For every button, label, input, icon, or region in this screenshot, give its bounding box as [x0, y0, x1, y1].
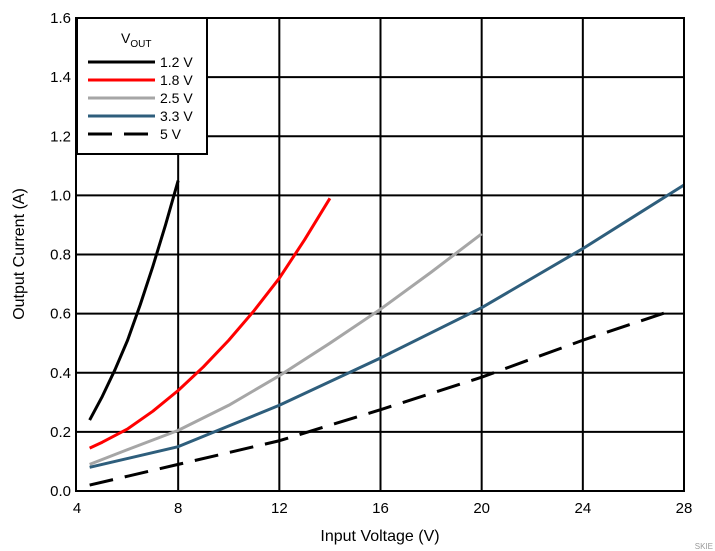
series-line-3-3-v — [89, 183, 685, 469]
y-tick-label: 0.2 — [50, 424, 71, 441]
legend-label: 1.8 V — [160, 72, 193, 88]
y-tick-label: 0.0 — [50, 483, 71, 500]
series-line-1-2-v — [88, 180, 180, 421]
y-axis-label: Output Current (A) — [11, 188, 28, 320]
tick-labels: 4 8 12 16 20 24 28 0.0 0.2 0.4 0.6 0.8 1.0 1.2 1.4 1.6 — [50, 10, 692, 517]
x-tick-label: 12 — [271, 500, 288, 517]
y-tick-label: 1.4 — [50, 69, 71, 86]
legend-label: 1.2 V — [160, 54, 193, 70]
legend-title-main: V — [121, 30, 131, 46]
series-line-2-5-v — [89, 232, 483, 466]
legend-title: VOUT — [121, 30, 151, 50]
legend: VOUT 1.2 V 1.8 V 2.5 V 3.3 V 5 V — [76, 17, 208, 155]
x-tick-label: 8 — [174, 500, 182, 517]
y-tick-label: 1.0 — [50, 187, 71, 204]
legend-entries: 1.2 V 1.8 V 2.5 V 3.3 V 5 V — [88, 54, 193, 142]
y-tick-label: 1.2 — [50, 128, 71, 145]
y-tick-label: 0.4 — [50, 365, 71, 382]
y-tick-label: 0.8 — [50, 247, 71, 264]
x-tick-label: 24 — [574, 500, 591, 517]
legend-label: 5 V — [160, 126, 182, 142]
x-tick-label: 28 — [676, 500, 693, 517]
series-line-1-8-v — [89, 197, 332, 450]
figure-code: SKIE — [695, 542, 713, 551]
series-line-5-v — [89, 309, 672, 487]
legend-label: 2.5 V — [160, 90, 193, 106]
legend-label: 3.3 V — [160, 108, 193, 124]
y-tick-label: 0.6 — [50, 306, 71, 323]
legend-title-subscript: OUT — [130, 39, 151, 50]
x-tick-label: 16 — [372, 500, 389, 517]
x-tick-label: 20 — [473, 500, 490, 517]
x-axis-label: Input Voltage (V) — [320, 528, 439, 545]
series-layer — [88, 180, 685, 487]
plot-frame — [75, 17, 685, 492]
legend-box — [76, 17, 208, 155]
y-tick-label: 1.6 — [50, 10, 71, 27]
x-tick-label: 4 — [73, 500, 81, 517]
